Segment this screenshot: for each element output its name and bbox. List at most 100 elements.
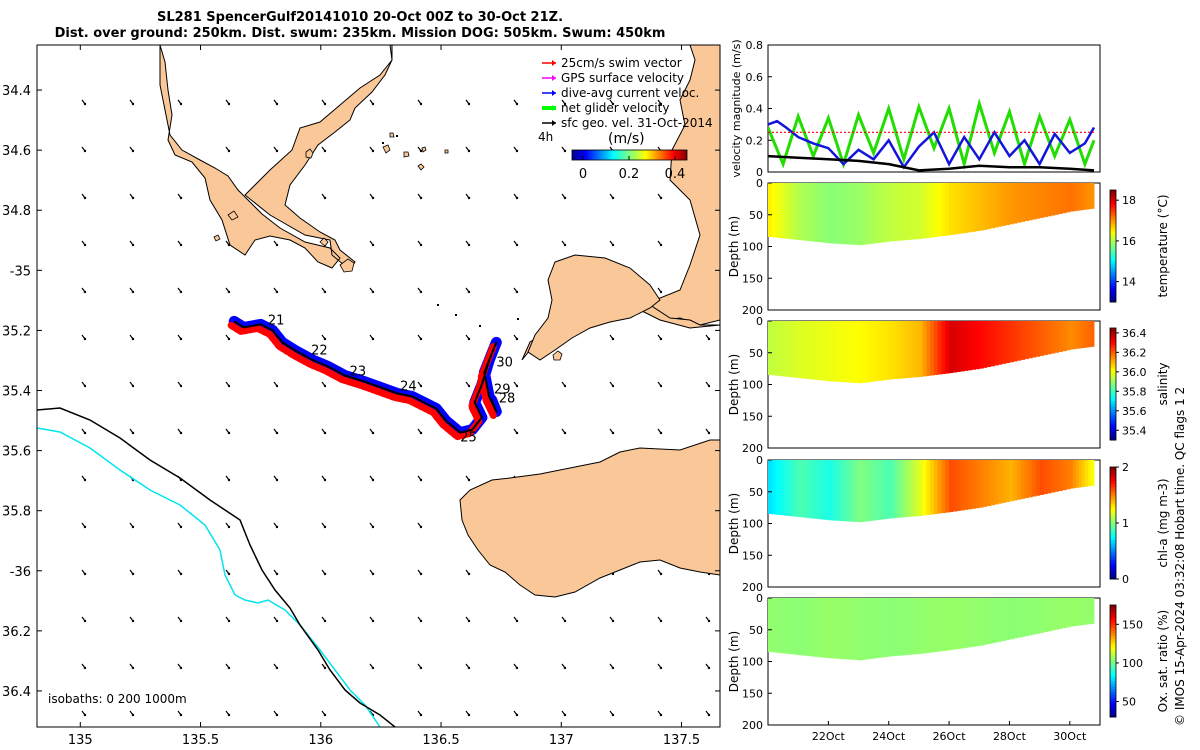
section-cell (1043, 460, 1048, 495)
velocity-arrow (81, 663, 87, 670)
section-cell (775, 321, 780, 376)
colorbar-segment (1110, 714, 1116, 718)
section-cell (771, 183, 777, 238)
velocity-arrow (369, 193, 375, 200)
colorbar-segment (1110, 395, 1116, 399)
colorbar-segment (1110, 616, 1116, 620)
section-cell (964, 321, 969, 371)
section-cell (900, 183, 905, 241)
colorbar-segment (1110, 708, 1116, 712)
colorbar-segment (1110, 406, 1116, 410)
velocity-arrow (369, 475, 375, 482)
section-cell (983, 460, 988, 507)
section-cell (1050, 183, 1056, 216)
velocity-arrow (273, 381, 279, 388)
section-cell (892, 321, 897, 380)
colorbar-segment (1110, 467, 1116, 471)
section-cell (1032, 598, 1037, 635)
velocity-arrow (321, 569, 327, 576)
velocity-arrow (273, 99, 279, 106)
velocity-arrow (609, 710, 615, 717)
section-cell (952, 183, 958, 235)
colorbar-segment (1110, 680, 1116, 684)
colorbar-segment (1110, 288, 1116, 292)
section-cell (851, 598, 856, 660)
velocity-arrow (81, 710, 87, 717)
section-cell (888, 183, 893, 242)
velocity-arrow (609, 663, 615, 670)
colorbar-segment (1110, 528, 1116, 532)
section-cell (809, 598, 814, 657)
colorbar-segment (1110, 333, 1116, 337)
colorbar-segment (1110, 192, 1116, 197)
velocity-arrow (321, 522, 327, 529)
velocity-arrow (609, 616, 615, 623)
velocity-arrow (321, 193, 327, 200)
section-cell (832, 598, 837, 659)
velocity-arrow (657, 710, 663, 717)
depth-tick-label: 0 (756, 592, 763, 605)
colorbar-segment (1110, 229, 1116, 233)
section-cell (1047, 598, 1052, 632)
colorbar-segment (1110, 428, 1116, 433)
section-cell (794, 460, 799, 517)
section-cell (798, 598, 803, 656)
isobath-1000m (37, 407, 396, 727)
section-cell (967, 321, 973, 371)
section-cell (1084, 460, 1089, 487)
colorbar-segment (1110, 260, 1116, 264)
velocity-arrow (609, 428, 615, 435)
colorbar-tick-label: 16 (1122, 235, 1136, 248)
date-tick-label: 26Oct (933, 730, 967, 743)
section-cell (998, 460, 1003, 504)
velocity-arrow (81, 616, 87, 623)
section-cell (768, 598, 773, 652)
velocity-arrow (369, 663, 375, 670)
day-label: 25 (460, 431, 477, 446)
section-cell (971, 183, 976, 232)
section-cell (918, 321, 924, 377)
section-cell (858, 321, 863, 384)
section-cell (956, 183, 961, 234)
colorbar-segment (1110, 481, 1116, 485)
section-cell (918, 460, 924, 516)
colorbar-segment (1110, 339, 1116, 343)
lat-tick-label: 35.8 (2, 505, 31, 520)
section-cell (1084, 183, 1089, 210)
section-cell (790, 460, 795, 517)
section-cell (971, 321, 976, 370)
velocity-arrow (657, 663, 663, 670)
colorbar-tick-label: 35.4 (1122, 424, 1147, 437)
section-cell (1058, 183, 1063, 214)
colorbar-segment (1110, 237, 1116, 241)
colorbar-segment (1110, 672, 1116, 676)
swim-vector-trace (227, 321, 497, 441)
section-cell (990, 183, 995, 229)
velocity-arrow (321, 99, 327, 106)
section-cell (960, 460, 965, 511)
section-cell (1009, 183, 1014, 225)
section-cell (1013, 598, 1018, 639)
colorbar-segment (1110, 652, 1116, 656)
colorbar-segment (1110, 336, 1116, 340)
section-cell (851, 321, 856, 383)
velocity-arrow (225, 569, 231, 576)
colorbar-segment (1110, 420, 1116, 424)
section-cell (786, 321, 792, 377)
section-cell (779, 460, 784, 516)
section-cell (820, 598, 826, 658)
colorbar-segment (1110, 621, 1116, 626)
section-cell (1020, 183, 1026, 222)
section-cell (1039, 598, 1044, 633)
section-cell (907, 183, 912, 240)
colorbar-segment (1110, 240, 1116, 244)
section-cell (813, 460, 818, 519)
section-cell (1024, 183, 1029, 222)
section-cell (771, 460, 777, 515)
velocity-arrow (417, 334, 423, 341)
section-cell (964, 598, 969, 648)
colorbar-segment (1110, 243, 1116, 247)
section-cell (1035, 460, 1041, 496)
section-cell (847, 460, 852, 522)
